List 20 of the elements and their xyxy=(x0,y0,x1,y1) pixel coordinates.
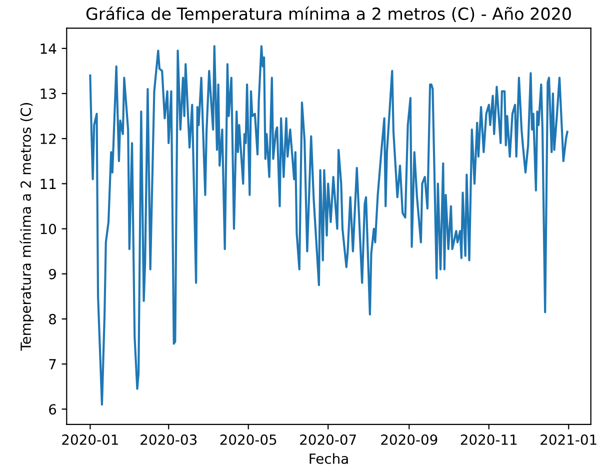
x-tick-label: 2020-03 xyxy=(140,434,197,445)
y-tick-label: 6 xyxy=(49,404,56,415)
x-tick-label: 2020-01 xyxy=(62,434,118,445)
y-tick-label: 11 xyxy=(40,178,56,189)
y-tick-label: 14 xyxy=(40,44,56,54)
x-tick-label: 2021-01 xyxy=(540,434,596,445)
x-tick-label: 2020-11 xyxy=(460,434,517,445)
x-tick-label: 2020-05 xyxy=(220,434,276,445)
y-tick-label: 13 xyxy=(40,88,56,99)
y-tick-label: 10 xyxy=(40,224,56,234)
x-axis-title: Fecha xyxy=(310,453,348,464)
x-tick-label: 2020-09 xyxy=(381,434,438,445)
y-tick-label: 12 xyxy=(40,134,56,144)
chart-title: Gráfica de Temperatura mínima a 2 metros (C) - Año 2020 xyxy=(86,6,571,24)
y-tick-label: 7 xyxy=(49,359,56,370)
y-axis-title: Temperatura mínima a 2 metros (C) xyxy=(20,103,34,351)
x-tick-label: 2020-07 xyxy=(300,434,356,445)
line-series xyxy=(89,45,568,406)
y-tick-label: 9 xyxy=(48,268,56,280)
y-tick-label: 8 xyxy=(49,314,56,324)
